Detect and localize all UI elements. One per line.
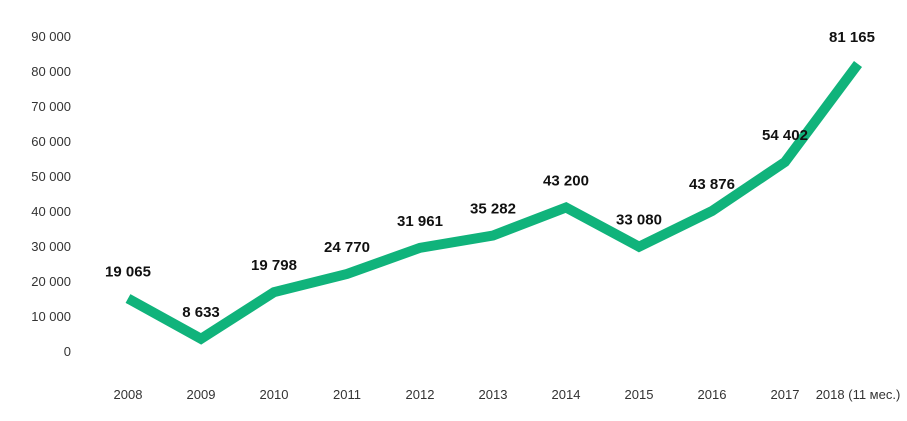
data-label: 8 633 bbox=[182, 304, 220, 321]
y-tick-label: 10 000 bbox=[31, 309, 71, 324]
y-tick-label: 90 000 bbox=[31, 29, 71, 44]
data-label: 35 282 bbox=[470, 201, 516, 218]
x-tick-label: 2012 bbox=[406, 387, 435, 402]
y-tick-label: 40 000 bbox=[31, 204, 71, 219]
x-tick-label: 2010 bbox=[260, 387, 289, 402]
x-tick-label: 2011 bbox=[333, 387, 361, 402]
data-label: 43 200 bbox=[543, 173, 589, 190]
data-label: 19 798 bbox=[251, 257, 297, 274]
data-label: 24 770 bbox=[324, 239, 370, 256]
x-axis: 2008 2009 2010 2011 2012 2013 2014 2015 2016 2017… bbox=[114, 387, 901, 402]
x-tick-label: 2018 (11 мес.) bbox=[816, 387, 901, 402]
x-tick-label: 2015 bbox=[625, 387, 654, 402]
data-label: 33 080 bbox=[616, 212, 662, 229]
data-label: 43 876 bbox=[689, 176, 735, 193]
y-tick-label: 20 000 bbox=[31, 274, 71, 289]
y-tick-label: 70 000 bbox=[31, 99, 71, 114]
data-label: 54 402 bbox=[762, 127, 808, 144]
x-tick-label: 2008 bbox=[114, 387, 143, 402]
y-tick-label: 0 bbox=[64, 344, 71, 359]
series-line bbox=[125, 61, 863, 345]
y-tick-label: 80 000 bbox=[31, 64, 71, 79]
data-labels: 19 065 8 633 19 798 24 770 31 961 35 282 43 20… bbox=[105, 29, 875, 321]
x-tick-label: 2013 bbox=[479, 387, 508, 402]
y-tick-label: 30 000 bbox=[31, 239, 71, 254]
data-label: 31 961 bbox=[397, 213, 443, 230]
y-tick-label: 60 000 bbox=[31, 134, 71, 149]
x-tick-label: 2016 bbox=[698, 387, 727, 402]
data-label: 81 165 bbox=[829, 29, 875, 46]
x-tick-label: 2009 bbox=[187, 387, 216, 402]
x-tick-label: 2014 bbox=[552, 387, 581, 402]
x-tick-label: 2017 bbox=[771, 387, 800, 402]
y-tick-label: 50 000 bbox=[31, 169, 71, 184]
y-axis: 0 10 000 20 000 30 000 40 000 50 000 60 000 70 … bbox=[31, 29, 71, 359]
data-label: 19 065 bbox=[105, 264, 151, 281]
